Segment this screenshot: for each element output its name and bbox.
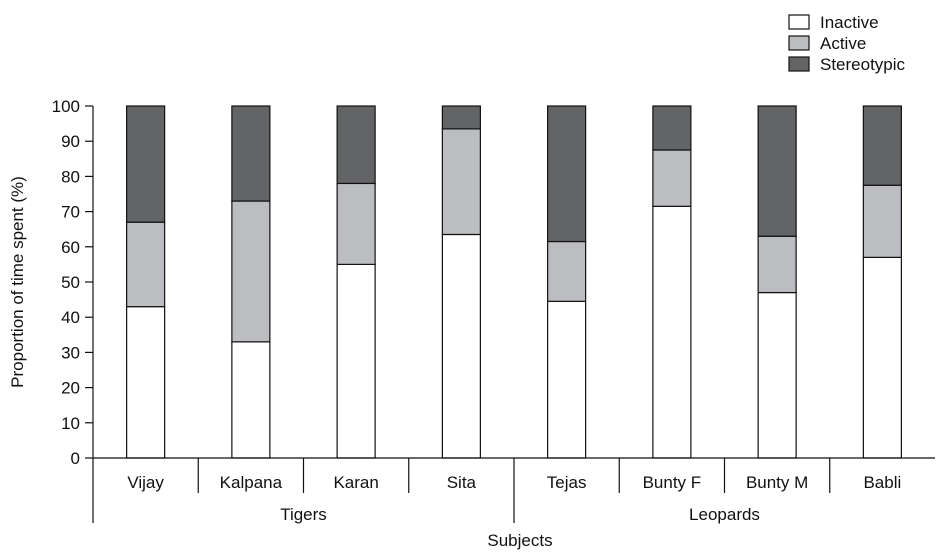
legend-label-inactive: Inactive: [820, 13, 879, 32]
x-tick-label-kalpana: Kalpana: [220, 473, 283, 492]
y-tick-label-40: 40: [61, 308, 80, 327]
y-tick-label-90: 90: [61, 132, 80, 151]
group-label-tigers: Tigers: [280, 505, 327, 524]
y-axis-label: Proportion of time spent (%): [8, 176, 27, 388]
bar-karan-stereotypic: [336, 105, 376, 185]
x-tick-label-bunty-m: Bunty M: [746, 473, 808, 492]
legend: Inactive Active Stereotypic: [788, 13, 906, 74]
x-tick-label-bunty-f: Bunty F: [643, 473, 702, 492]
y-tick-label-60: 60: [61, 238, 80, 257]
bar-babli-stereotypic: [862, 105, 902, 186]
bar-sita-inactive: [441, 233, 481, 459]
bar-sita-active: [441, 128, 481, 236]
bar-vijay-stereotypic: [126, 105, 166, 223]
x-axis-label: Subjects: [487, 531, 552, 550]
x-tick-label-vijay: Vijay: [127, 473, 164, 492]
group-label-leopards: Leopards: [689, 505, 760, 524]
bars: [126, 105, 902, 459]
legend-swatch-inactive: [788, 14, 810, 30]
legend-swatch-stereotypic: [788, 56, 810, 72]
x-tick-label-karan: Karan: [333, 473, 378, 492]
bar-bunty-m-inactive: [757, 291, 797, 459]
bar-kalpana-active: [231, 200, 271, 343]
x-tick-label-babli: Babli: [863, 473, 901, 492]
x-tick-label-tejas: Tejas: [547, 473, 587, 492]
legend-swatch-active: [788, 35, 810, 51]
bar-bunty-f-active: [652, 149, 692, 207]
bar-bunty-m-stereotypic: [757, 105, 797, 237]
bar-bunty-f-inactive: [652, 205, 692, 459]
y-tick-label-80: 80: [61, 167, 80, 186]
bar-bunty-m-active: [757, 235, 797, 294]
y-tick-label-20: 20: [61, 379, 80, 398]
y-tick-label-0: 0: [71, 449, 80, 468]
y-tick-label-30: 30: [61, 343, 80, 362]
x-axis: Tigers Leopards Vijay Kalpana Karan Sita Tejas…: [92, 457, 935, 524]
legend-label-active: Active: [820, 34, 866, 53]
bar-kalpana-inactive: [231, 341, 271, 459]
bar-karan-active: [336, 182, 376, 266]
bar-karan-inactive: [336, 263, 376, 459]
bar-tejas-stereotypic: [547, 105, 587, 243]
bar-tejas-inactive: [547, 300, 587, 459]
bar-sita-stereotypic: [441, 105, 481, 130]
y-axis: 0 10 20 30 40 50 60 70 80 90 100: [52, 97, 94, 468]
x-tick-label-sita: Sita: [447, 473, 477, 492]
bar-bunty-f-stereotypic: [652, 105, 692, 151]
y-tick-label-10: 10: [61, 414, 80, 433]
bar-babli-active: [862, 184, 902, 258]
y-tick-label-70: 70: [61, 203, 80, 222]
bar-vijay-active: [126, 221, 166, 308]
bar-babli-inactive: [862, 256, 902, 459]
y-tick-label-50: 50: [61, 273, 80, 292]
bar-kalpana-stereotypic: [231, 105, 271, 202]
bar-tejas-active: [547, 240, 587, 302]
legend-label-stereotypic: Stereotypic: [820, 55, 906, 74]
bar-vijay-inactive: [126, 306, 166, 459]
y-tick-label-100: 100: [52, 97, 80, 116]
